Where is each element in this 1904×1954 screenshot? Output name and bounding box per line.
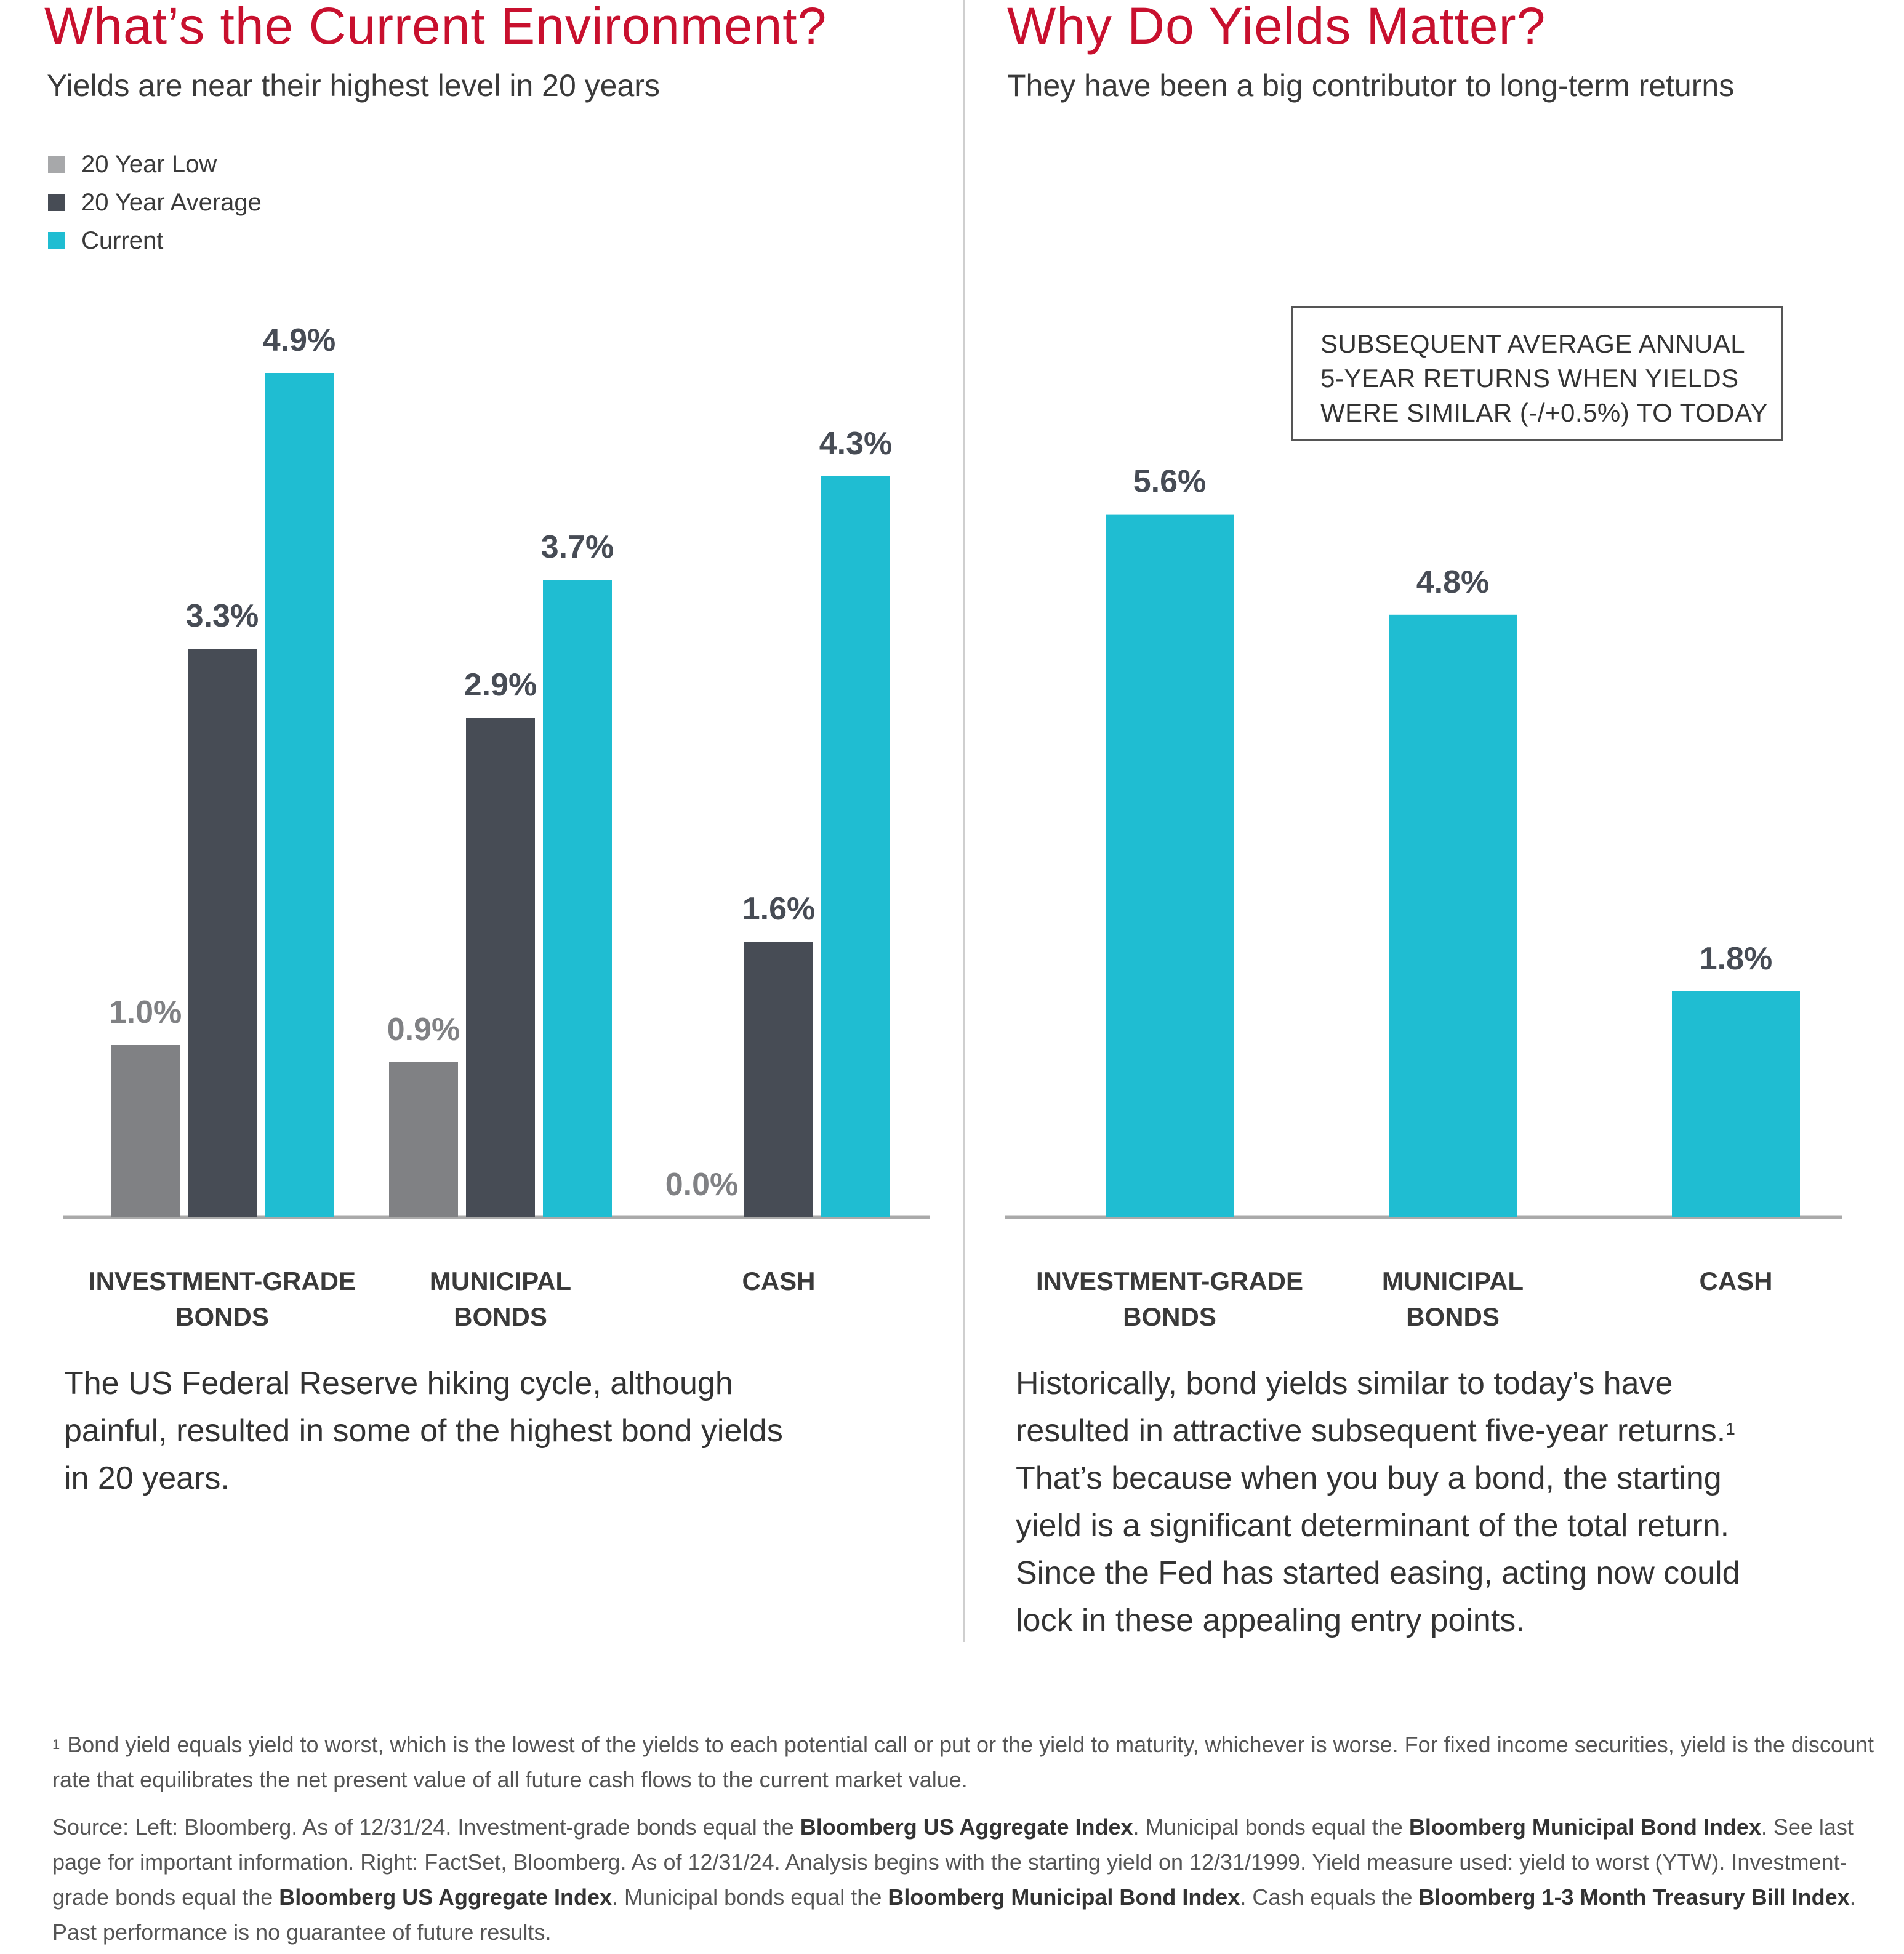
category-label: INVESTMENT-GRADE bbox=[89, 1267, 356, 1295]
bar bbox=[1672, 991, 1800, 1217]
column-divider bbox=[963, 0, 965, 1642]
bar bbox=[1106, 514, 1234, 1217]
left-legend: 20 Year Low 20 Year Average Current bbox=[48, 145, 262, 260]
category-label: CASH bbox=[742, 1267, 815, 1295]
legend-label-low: 20 Year Low bbox=[81, 150, 217, 178]
bar bbox=[188, 649, 257, 1217]
box-line: SUBSEQUENT AVERAGE ANNUAL bbox=[1320, 329, 1746, 358]
category-label: MUNICIPAL bbox=[430, 1267, 571, 1295]
legend-item-average: 20 Year Average bbox=[48, 183, 262, 222]
legend-item-low: 20 Year Low bbox=[48, 145, 262, 183]
source-note: Source: Left: Bloomberg. As of 12/31/24.… bbox=[52, 1809, 1874, 1950]
left-subtitle: Yields are near their highest level in 2… bbox=[47, 68, 660, 103]
legend-item-current: Current bbox=[48, 222, 262, 260]
data-label: 4.9% bbox=[263, 322, 336, 358]
bar bbox=[466, 718, 535, 1217]
left-paragraph-line: in 20 years. bbox=[64, 1460, 230, 1496]
source-text: . Cash equals the bbox=[1240, 1884, 1419, 1910]
category-label: BONDS bbox=[1123, 1302, 1216, 1331]
source-text: . Municipal bonds equal the bbox=[1133, 1814, 1409, 1840]
bar bbox=[744, 942, 813, 1217]
legend-swatch-low bbox=[48, 156, 65, 173]
data-label: 4.8% bbox=[1416, 564, 1490, 600]
bar bbox=[111, 1045, 180, 1217]
category-label: CASH bbox=[1699, 1267, 1772, 1295]
source-text: . See last page for important informatio… bbox=[52, 1814, 1854, 1910]
legend-swatch-current bbox=[48, 232, 65, 249]
right-paragraph-line: That’s because when you buy a bond, the … bbox=[1016, 1460, 1722, 1496]
footnote-1-marker: 1 bbox=[52, 1737, 60, 1752]
legend-label-current: Current bbox=[81, 226, 164, 254]
bar bbox=[821, 476, 890, 1217]
category-label: BONDS bbox=[175, 1302, 269, 1331]
bar bbox=[389, 1062, 458, 1217]
box-line: WERE SIMILAR (-/+0.5%) TO TODAY bbox=[1320, 398, 1768, 427]
right-title: Why Do Yields Matter? bbox=[1007, 0, 1546, 55]
left-paragraph-line: The US Federal Reserve hiking cycle, alt… bbox=[64, 1366, 733, 1401]
index-name: Bloomberg Municipal Bond Index bbox=[888, 1884, 1240, 1910]
data-label: 5.6% bbox=[1133, 464, 1207, 500]
category-label: BONDS bbox=[1406, 1302, 1500, 1331]
data-label: 3.3% bbox=[186, 598, 259, 634]
bar bbox=[1389, 614, 1517, 1217]
right-paragraph-line: lock in these appealing entry points. bbox=[1016, 1603, 1525, 1638]
legend-label-average: 20 Year Average bbox=[81, 188, 262, 216]
source-text: . Municipal bonds equal the bbox=[612, 1884, 888, 1910]
source-text: . Past performance is no guarantee of fu… bbox=[52, 1884, 1856, 1945]
data-label: 2.9% bbox=[464, 667, 537, 703]
returns-caption-box: SUBSEQUENT AVERAGE ANNUAL 5-YEAR RETURNS… bbox=[1291, 306, 1783, 441]
footnote-1-text: Bond yield equals yield to worst, which … bbox=[52, 1732, 1874, 1792]
left-paragraph: The US Federal Reserve hiking cycle, alt… bbox=[64, 1360, 783, 1502]
data-label: 1.8% bbox=[1700, 941, 1773, 977]
right-paragraph-line: resulted in attractive subsequent five-y… bbox=[1016, 1413, 1735, 1449]
data-label: 1.0% bbox=[109, 995, 182, 1030]
category-label: BONDS bbox=[454, 1302, 547, 1331]
index-name: Bloomberg 1-3 Month Treasury Bill Index bbox=[1418, 1884, 1850, 1910]
category-label: MUNICIPAL bbox=[1382, 1267, 1524, 1295]
bar bbox=[265, 373, 334, 1217]
footnote-ref: 1 bbox=[1725, 1419, 1735, 1438]
data-label: 3.7% bbox=[541, 529, 614, 565]
source-text: Source: Left: Bloomberg. As of 12/31/24.… bbox=[52, 1814, 800, 1840]
box-line: 5-YEAR RETURNS WHEN YIELDS bbox=[1320, 364, 1739, 393]
data-label: 0.9% bbox=[387, 1012, 460, 1047]
index-name: Bloomberg US Aggregate Index bbox=[279, 1884, 613, 1910]
bar bbox=[543, 580, 612, 1217]
data-label: 1.6% bbox=[742, 891, 816, 927]
legend-swatch-average bbox=[48, 194, 65, 211]
footnote-1: 1 Bond yield equals yield to worst, which… bbox=[52, 1727, 1874, 1797]
right-paragraph-line: Since the Fed has started easing, acting… bbox=[1016, 1555, 1740, 1591]
data-label: 0.0% bbox=[665, 1167, 739, 1203]
right-paragraph: Historically, bond yields similar to tod… bbox=[1016, 1360, 1740, 1644]
left-paragraph-line: painful, resulted in some of the highest… bbox=[64, 1413, 783, 1449]
right-paragraph-line: Historically, bond yields similar to tod… bbox=[1016, 1366, 1673, 1401]
left-title: What’s the Current Environment? bbox=[44, 0, 827, 55]
data-label: 4.3% bbox=[819, 426, 893, 462]
index-name: Bloomberg US Aggregate Index bbox=[800, 1814, 1133, 1840]
index-name: Bloomberg Municipal Bond Index bbox=[1408, 1814, 1761, 1840]
right-paragraph-line: yield is a significant determinant of th… bbox=[1016, 1508, 1730, 1544]
category-label: INVESTMENT-GRADE bbox=[1036, 1267, 1303, 1295]
right-subtitle: They have been a big contributor to long… bbox=[1007, 68, 1735, 103]
